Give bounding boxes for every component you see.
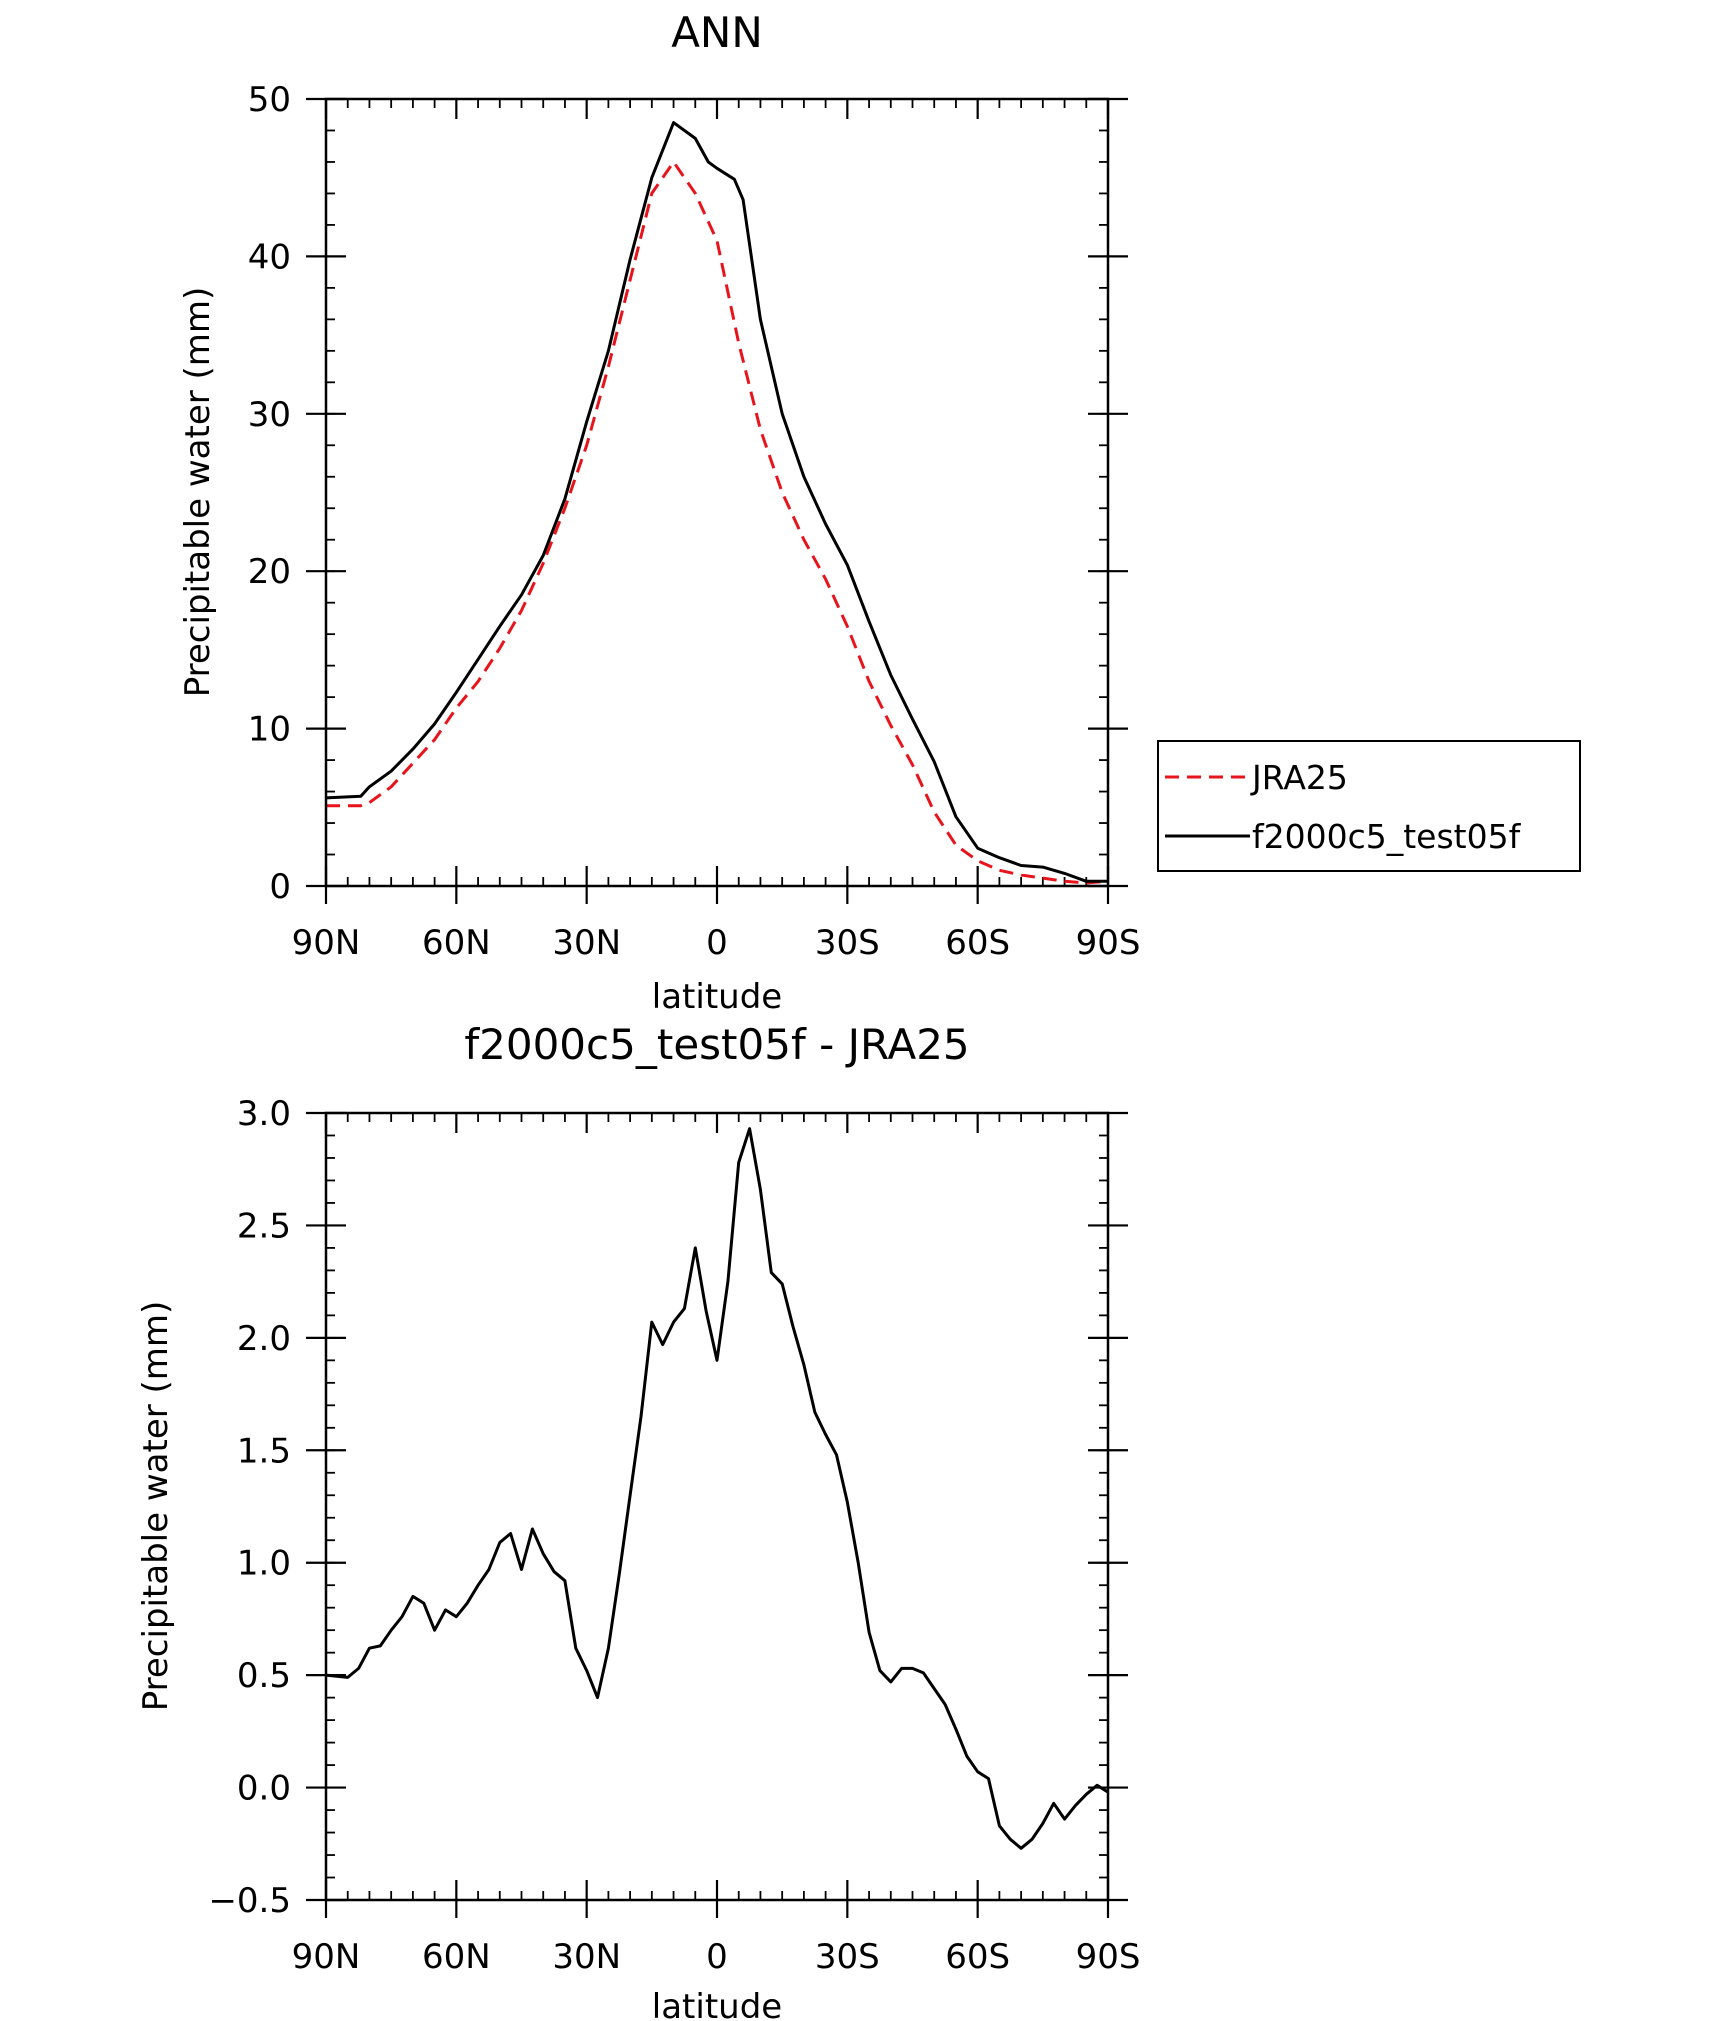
bottom-y-tick-label: 2.0 — [237, 1319, 291, 1359]
top-y-tick-label: 50 — [248, 80, 291, 120]
bottom-x-tick-label: 90N — [292, 1937, 361, 1977]
top-x-axis-label: latitude — [652, 977, 782, 1017]
bottom-panel: f2000c5_test05f - JRA25 90N 60N 30N 0 30S 60S… — [136, 1020, 1140, 2021]
top-x-tick-label: 30S — [815, 923, 880, 963]
bottom-y-tick-label: 0.0 — [237, 1769, 291, 1809]
top-tick-labels: 90N 60N 30N 0 30S 60S 90S 0 10 20 30 40 50 — [248, 80, 1141, 963]
top-series-lines — [325, 121, 1109, 885]
bottom-y-axis-label: Precipitable water (mm) — [136, 1301, 176, 1712]
top-y-tick-label: 40 — [248, 237, 291, 277]
bottom-plot-frame — [324, 1111, 1110, 1902]
bottom-plot-title: f2000c5_test05f - JRA25 — [464, 1020, 969, 1069]
bottom-y-tick-label: 3.0 — [237, 1094, 291, 1134]
top-y-tick-label: 20 — [248, 552, 291, 592]
legend-label-model: f2000c5_test05f — [1252, 817, 1522, 856]
top-x-tick-label: 60N — [422, 923, 491, 963]
bottom-series-lines — [325, 1127, 1109, 1850]
bottom-y-tick-label: 0.5 — [237, 1656, 291, 1696]
legend-label-jra25: JRA25 — [1250, 758, 1348, 797]
top-series-line-1 — [325, 121, 1108, 883]
top-panel: ANN 90N 60N 30N 0 30S 60S 90S 0 10 20 30 40 50 latit… — [178, 8, 1581, 1017]
bottom-tick-labels: 90N 60N 30N 0 30S 60S 90S −0.5 0.0 0.5 1.0 1.5 2.0 2.… — [208, 1094, 1140, 1977]
bottom-x-tick-label: 60N — [422, 1937, 491, 1977]
top-plot-title: ANN — [671, 8, 763, 57]
bottom-x-tick-label: 60S — [945, 1937, 1010, 1977]
bottom-x-tick-label: 30S — [815, 1937, 880, 1977]
legend-box — [1157, 740, 1581, 872]
bottom-x-axis-label: latitude — [652, 1987, 782, 2021]
bottom-x-tick-label: 0 — [706, 1937, 728, 1977]
legend: JRA25 f2000c5_test05f — [1157, 740, 1581, 872]
bottom-x-tick-label: 30N — [552, 1937, 621, 1977]
top-x-tick-label: 0 — [706, 923, 728, 963]
bottom-series-line-0 — [325, 1127, 1109, 1850]
bottom-y-tick-label: 1.5 — [237, 1431, 291, 1471]
top-y-tick-label: 10 — [248, 710, 291, 750]
top-y-tick-label: 30 — [248, 395, 291, 435]
top-plot-frame — [324, 97, 1110, 888]
bottom-x-tick-label: 90S — [1076, 1937, 1141, 1977]
top-axis-ticks — [306, 97, 1128, 904]
top-series-line-0 — [326, 160, 1109, 885]
bottom-y-tick-label: 2.5 — [237, 1206, 291, 1246]
bottom-y-tick-label: 1.0 — [237, 1544, 291, 1584]
top-x-tick-label: 60S — [945, 923, 1010, 963]
top-y-tick-label: 0 — [269, 867, 291, 907]
top-x-tick-label: 30N — [552, 923, 621, 963]
top-x-tick-label: 90N — [292, 923, 361, 963]
top-x-tick-label: 90S — [1076, 923, 1141, 963]
top-y-axis-label: Precipitable water (mm) — [178, 287, 218, 698]
bottom-axis-ticks — [306, 1111, 1128, 1918]
bottom-y-tick-label: −0.5 — [208, 1881, 291, 1921]
